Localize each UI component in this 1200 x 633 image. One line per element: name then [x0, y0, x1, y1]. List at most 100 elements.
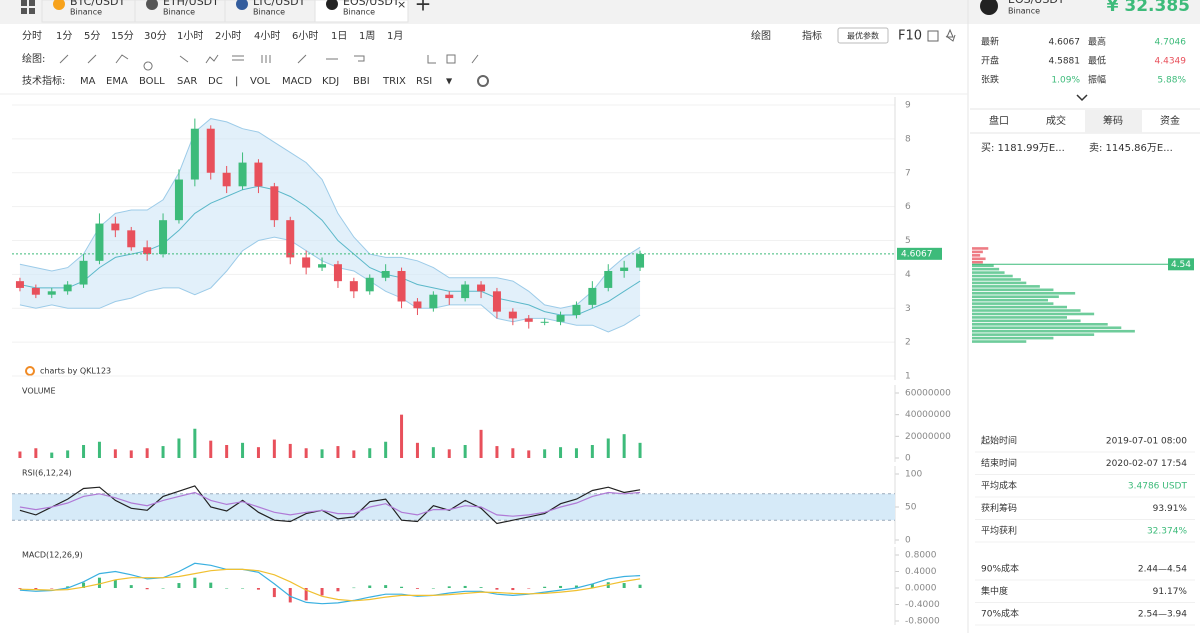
- chip-bar: [972, 250, 983, 254]
- side-tab[interactable]: 筹码: [1103, 114, 1123, 127]
- indicator[interactable]: SAR: [177, 76, 197, 87]
- candle-body: [318, 264, 327, 268]
- macd-histogram: [431, 588, 435, 589]
- chip-marker-label: 4.54: [1171, 260, 1191, 270]
- interval[interactable]: 5分: [84, 30, 100, 42]
- interval[interactable]: 6小时: [292, 30, 318, 42]
- tab-symbol[interactable]: EOS/USDT: [343, 0, 400, 8]
- macd-line: [19, 568, 641, 602]
- interval[interactable]: 2小时: [215, 30, 241, 42]
- buy-volume: 买: 1181.99万E...: [981, 142, 1065, 154]
- macd-histogram: [495, 588, 499, 590]
- volume-bar: [50, 452, 54, 458]
- tab-exchange[interactable]: Binance: [343, 8, 375, 17]
- info-value: 2.44—4.54: [1138, 565, 1187, 575]
- info-value: 2019-07-01 08:00: [1106, 437, 1187, 447]
- chip-bar: [972, 305, 1067, 309]
- macd-histogram: [622, 583, 626, 588]
- interval[interactable]: 1日: [331, 31, 347, 42]
- stat-label: 最新: [981, 36, 999, 48]
- interval[interactable]: 1周: [359, 30, 375, 42]
- y-tick-label: 2: [905, 338, 911, 348]
- side-tab[interactable]: 盘口: [989, 114, 1009, 127]
- indicator[interactable]: DC: [208, 76, 223, 87]
- volume-bar: [511, 448, 515, 458]
- tab-exchange[interactable]: Binance: [163, 8, 195, 17]
- tab-symbol[interactable]: LTC/USDT: [253, 0, 306, 8]
- separator: |: [235, 76, 238, 87]
- macd-histogram: [34, 588, 38, 590]
- volume-bar: [606, 438, 610, 458]
- volume-bar: [368, 448, 372, 458]
- interval[interactable]: 分时: [22, 30, 42, 42]
- panel-title: RSI(6,12,24): [22, 469, 72, 478]
- interval[interactable]: 1月: [387, 30, 403, 42]
- indicator-dropdown[interactable]: ▼: [446, 77, 453, 86]
- indicator[interactable]: BBI: [353, 76, 370, 87]
- side-tab[interactable]: 成交: [1046, 114, 1066, 127]
- macd-histogram: [193, 577, 197, 588]
- interval[interactable]: 4小时: [254, 30, 280, 42]
- indicator[interactable]: EMA: [106, 76, 128, 87]
- side-tab[interactable]: 资金: [1160, 114, 1180, 127]
- drawing-tools[interactable]: [59, 54, 479, 71]
- side-symbol: EOS/USDT: [1008, 0, 1065, 6]
- candle-body: [413, 301, 422, 309]
- tab-coin-icon: [326, 0, 338, 10]
- indicator[interactable]: BOLL: [139, 76, 165, 87]
- interval[interactable]: 15分: [111, 30, 134, 42]
- macd-histogram: [447, 586, 451, 588]
- indicator[interactable]: MA: [80, 76, 96, 87]
- indicator[interactable]: RSI: [416, 76, 432, 87]
- watermark-icon: [25, 366, 35, 376]
- chip-bar: [972, 323, 1108, 326]
- indicator[interactable]: KDJ: [322, 76, 339, 87]
- candle-body: [397, 270, 406, 302]
- macd-histogram: [145, 588, 149, 590]
- y-tick-label: 0.4000: [905, 567, 937, 577]
- candle-body: [620, 267, 629, 271]
- info-value: 32.374%: [1147, 527, 1187, 537]
- interval[interactable]: 1分: [56, 30, 72, 42]
- interval[interactable]: 30分: [144, 30, 167, 42]
- preferred-button-box[interactable]: [837, 27, 889, 44]
- tab-symbol[interactable]: BTC/USDT: [70, 0, 126, 8]
- macd-histogram: [415, 588, 419, 589]
- tab-close[interactable]: ×: [397, 0, 406, 11]
- volume-bar: [495, 446, 499, 458]
- tab-exchange[interactable]: Binance: [70, 8, 102, 17]
- indicator[interactable]: VOL: [250, 76, 271, 87]
- indicator[interactable]: MACD: [282, 76, 312, 87]
- interval[interactable]: 1小时: [177, 30, 203, 42]
- candle-body: [15, 281, 24, 288]
- info-value: 3.4786 USDT: [1128, 482, 1188, 492]
- volume-bar: [304, 448, 308, 458]
- preferred-button[interactable]: 最优参数: [847, 31, 879, 41]
- window-icons[interactable]: [927, 28, 956, 42]
- candle-body: [572, 304, 581, 316]
- f10-button[interactable]: F10: [898, 29, 922, 44]
- volume-bar: [590, 445, 594, 458]
- indicator-button[interactable]: 指标: [802, 29, 822, 42]
- macd-histogram: [400, 586, 404, 588]
- y-tick-label: 0: [905, 536, 911, 546]
- volume-bar: [288, 443, 292, 458]
- gear-icon[interactable]: [477, 75, 489, 87]
- draw-button[interactable]: 绘图: [751, 29, 771, 42]
- tab-exchange[interactable]: Binance: [253, 8, 285, 17]
- expand-chevron[interactable]: [1076, 94, 1088, 102]
- tab-coin-icon: [236, 0, 248, 10]
- tab[interactable]: [314, 0, 409, 23]
- candle-body: [254, 162, 263, 187]
- volume-bar: [209, 440, 213, 458]
- candle-body: [445, 294, 454, 299]
- add-tab[interactable]: +: [415, 0, 432, 16]
- indicator[interactable]: TRIX: [382, 76, 406, 87]
- macd-histogram: [638, 584, 642, 588]
- app-grid-icon[interactable]: [21, 0, 35, 14]
- tab-symbol[interactable]: ETH/USDT: [163, 0, 219, 8]
- candle-body: [333, 264, 342, 282]
- y-tick-label: 8: [905, 134, 911, 144]
- macd-histogram: [225, 588, 229, 589]
